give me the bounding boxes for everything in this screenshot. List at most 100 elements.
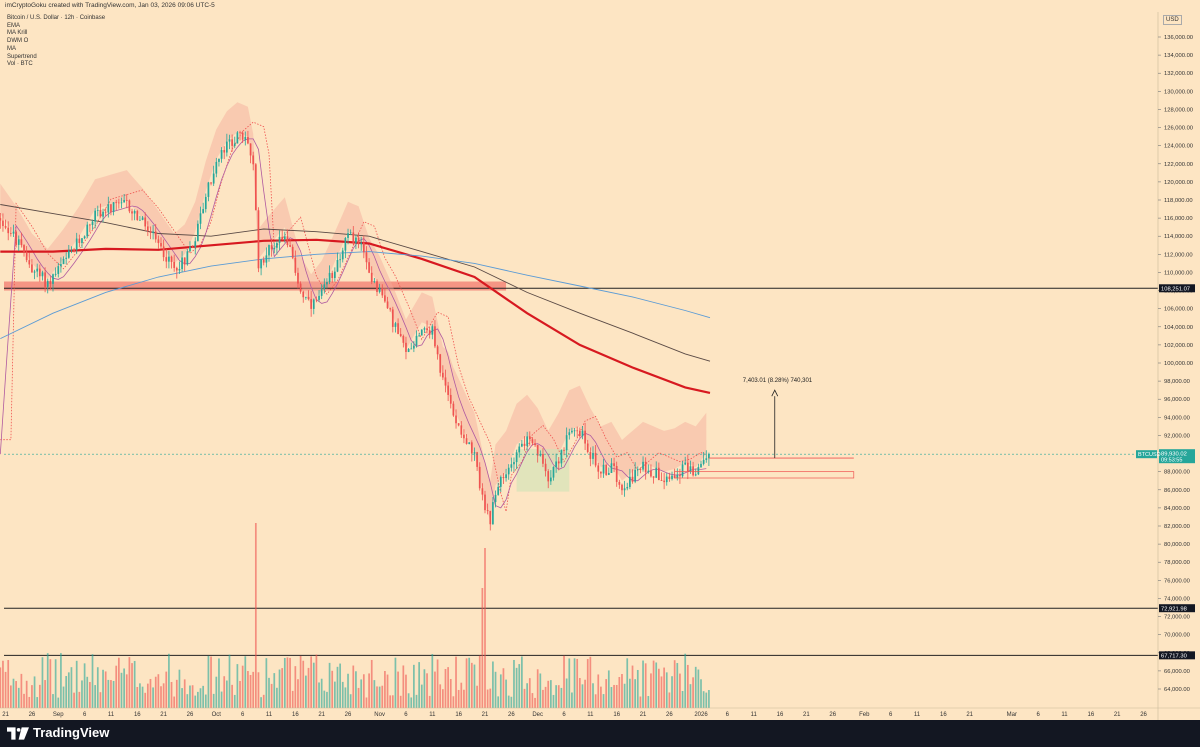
candle-body — [104, 211, 107, 213]
volume-bar — [15, 681, 17, 708]
candle-body — [449, 394, 452, 404]
candle-body — [499, 476, 502, 487]
volume-bar — [578, 678, 581, 708]
candle-body — [328, 272, 331, 283]
candle-body — [278, 236, 281, 244]
candle-body — [162, 246, 165, 258]
volume-bar — [104, 671, 107, 708]
currency-label[interactable]: USD — [1163, 15, 1182, 25]
volume-bar — [584, 679, 586, 708]
legend-ema[interactable]: EMA — [7, 22, 21, 29]
candle-body — [31, 264, 33, 273]
candle-body — [621, 484, 623, 491]
symbol-title[interactable]: Bitcoin / U.S. Dollar · 12h · Coinbase — [7, 15, 106, 21]
candle-body — [170, 256, 173, 262]
price-axis-label: 72,000.00 — [1164, 615, 1190, 621]
volume-bar — [36, 697, 39, 708]
candle-body — [281, 236, 284, 240]
volume-bar — [568, 658, 571, 708]
time-axis-label: Nov — [374, 712, 385, 718]
candle-body — [139, 219, 141, 221]
volume-bar — [476, 685, 478, 708]
volume-bar — [652, 660, 655, 708]
candle-body — [294, 257, 297, 273]
candles — [0, 130, 710, 531]
candle-body — [244, 136, 247, 140]
time-axis-label: 11 — [587, 712, 594, 718]
level-tag — [1159, 651, 1195, 660]
volume-bar — [415, 694, 418, 708]
volume-bar — [360, 679, 363, 708]
volume-bar — [552, 694, 555, 708]
indicator-legend[interactable]: Bitcoin / U.S. Dollar · 12h · Coinbase E… — [7, 15, 105, 69]
volume-bar — [452, 696, 455, 708]
time-axis-label: 6 — [83, 712, 87, 718]
volume-bar — [349, 694, 352, 708]
volume-bar — [294, 666, 297, 708]
volume-bar — [362, 674, 365, 708]
volume-bar — [368, 673, 370, 708]
candle-body — [181, 257, 183, 270]
legend-dwm-o[interactable]: DWM O — [7, 38, 29, 45]
volume-bar — [60, 653, 62, 708]
candle-body — [626, 487, 629, 489]
candle-body — [67, 250, 70, 258]
candle-body — [0, 218, 2, 221]
volume-bar — [492, 661, 494, 708]
volume-bar — [328, 662, 331, 708]
candle-body — [91, 221, 94, 226]
price-axis-label: 114,000.00 — [1164, 234, 1193, 240]
volume-bar — [94, 685, 97, 708]
candle-body — [528, 436, 531, 440]
legend-ma-krill[interactable]: MA Krill — [7, 30, 28, 37]
volume-bar — [299, 655, 302, 708]
legend-vol[interactable]: Vol · BTC — [7, 61, 33, 68]
candle-body — [152, 231, 154, 233]
legend-ma[interactable]: MA — [7, 45, 16, 52]
volume-bar — [428, 695, 431, 708]
price-axis-label: 116,000.00 — [1164, 216, 1193, 222]
candle-body — [536, 445, 539, 456]
candle-body — [623, 488, 626, 491]
volume-bar — [175, 679, 178, 708]
volume-bar — [600, 686, 602, 708]
candle-body — [299, 283, 302, 292]
volume-bar — [183, 679, 186, 708]
candle-body — [505, 474, 507, 479]
top-bar: imCryptoGoku created with TradingView.co… — [0, 0, 1200, 12]
candle-body — [289, 245, 291, 247]
volume-bar — [336, 666, 339, 708]
candle-body — [83, 236, 86, 239]
volume-bar — [89, 681, 91, 708]
candle-body — [531, 439, 534, 444]
volume-bar — [563, 655, 565, 708]
price-axis-label: 88,000.00 — [1164, 470, 1190, 476]
volume-bar — [86, 676, 89, 708]
candle-body — [478, 466, 481, 489]
volume-bar — [420, 684, 423, 708]
candle-body — [426, 328, 428, 331]
candle-body — [576, 430, 579, 432]
price-axis-label: 122,000.00 — [1164, 162, 1193, 168]
volume-bar — [447, 667, 449, 708]
price-axis-label: 110,000.00 — [1164, 270, 1193, 276]
candle-body — [183, 257, 186, 265]
tradingview-logo-icon — [7, 727, 29, 740]
candle-body — [399, 333, 402, 337]
candle-body — [418, 335, 421, 337]
volume-bar — [521, 656, 523, 708]
price-chart[interactable]: 7,403.01 (8.28%) 740,301 64,000.00 66,000.… — [0, 0, 1200, 720]
price-axis-label: 132,000.00 — [1164, 71, 1193, 77]
volume-bar — [376, 686, 378, 708]
candle-body — [439, 354, 442, 373]
candle-body — [494, 494, 497, 503]
candle-body — [518, 446, 521, 453]
legend-supertrend[interactable]: Supertrend — [7, 53, 37, 60]
time-axis-label: 6 — [562, 712, 566, 718]
time-axis-label: 21 — [482, 712, 489, 718]
candle-body — [115, 202, 118, 204]
time-axis-label: 11 — [266, 712, 273, 718]
candle-body — [507, 467, 510, 475]
volume-bar — [708, 690, 710, 708]
time-axis-label: 21 — [318, 712, 325, 718]
